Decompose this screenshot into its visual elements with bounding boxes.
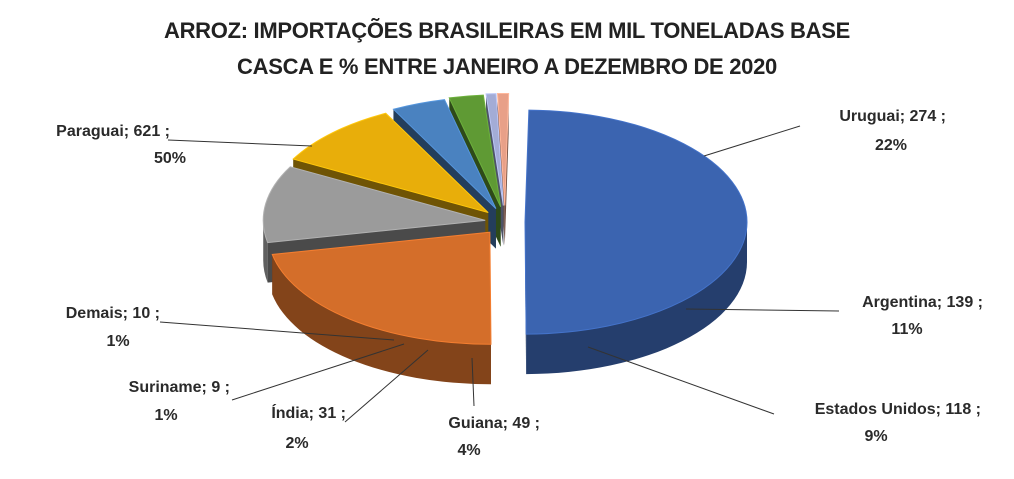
data-label-percent: 22%: [875, 137, 907, 154]
slice-side-argentina-0: [263, 220, 268, 283]
data-label-value: Guiana; 49 ;: [448, 415, 540, 432]
data-label-value: Demais; 10 ;: [66, 305, 160, 322]
pie-slice-suriname: [485, 93, 504, 206]
pie-slice-demais: [496, 93, 510, 206]
leader-line-suriname: [231, 343, 405, 401]
data-label-percent: 2%: [285, 435, 308, 452]
data-label-value: Estados Unidos; 118 ;: [815, 401, 981, 418]
leader-line-estados-unidos: [587, 346, 775, 415]
data-labels: Paraguai; 621 ; 50% Uruguai; 274 ; 22% Argen…: [56, 108, 983, 459]
data-label-value: Uruguai; 274 ;: [839, 108, 946, 125]
leader-line-demais: [159, 321, 395, 341]
slice-side-uruguai-0: [272, 254, 491, 385]
chart-title-line-1: ARROZ: IMPORTAÇÕES BRASILEIRAS EM MIL TO…: [164, 18, 850, 43]
data-label-percent: 50%: [154, 150, 186, 167]
pie-slice-índia: [448, 94, 502, 208]
data-label-value: Suriname; 9 ;: [129, 379, 230, 396]
leader-line-guiana: [471, 357, 475, 407]
leader-line-argentina: [685, 308, 840, 312]
leader-line-índia: [344, 349, 429, 423]
leader-line-paraguai: [167, 139, 313, 147]
pie-tops: [262, 93, 748, 345]
pie-slice-guiana: [392, 99, 497, 209]
data-label-value: Índia; 31 ;: [271, 403, 346, 422]
data-label-percent: 1%: [154, 407, 177, 424]
chart-title-line-2: CASCA E % ENTRE JANEIRO A DEZEMBRO DE 20…: [237, 54, 777, 79]
data-label-percent: 11%: [891, 321, 922, 338]
data-label-percent: 4%: [457, 442, 480, 459]
pie-slice-estados-unidos: [292, 112, 489, 214]
pie-slice-paraguai: [524, 109, 748, 335]
data-label-value: Argentina; 139 ;: [862, 294, 983, 311]
leader-line-uruguai: [703, 125, 801, 157]
data-label-percent: 9%: [864, 428, 887, 445]
pie-slice-uruguai: [271, 231, 492, 345]
pie-slice-argentina: [262, 166, 486, 244]
data-label-percent: 1%: [106, 333, 129, 350]
slice-side-paraguai-0: [526, 222, 747, 375]
data-label-value: Paraguai; 621 ;: [56, 123, 170, 140]
